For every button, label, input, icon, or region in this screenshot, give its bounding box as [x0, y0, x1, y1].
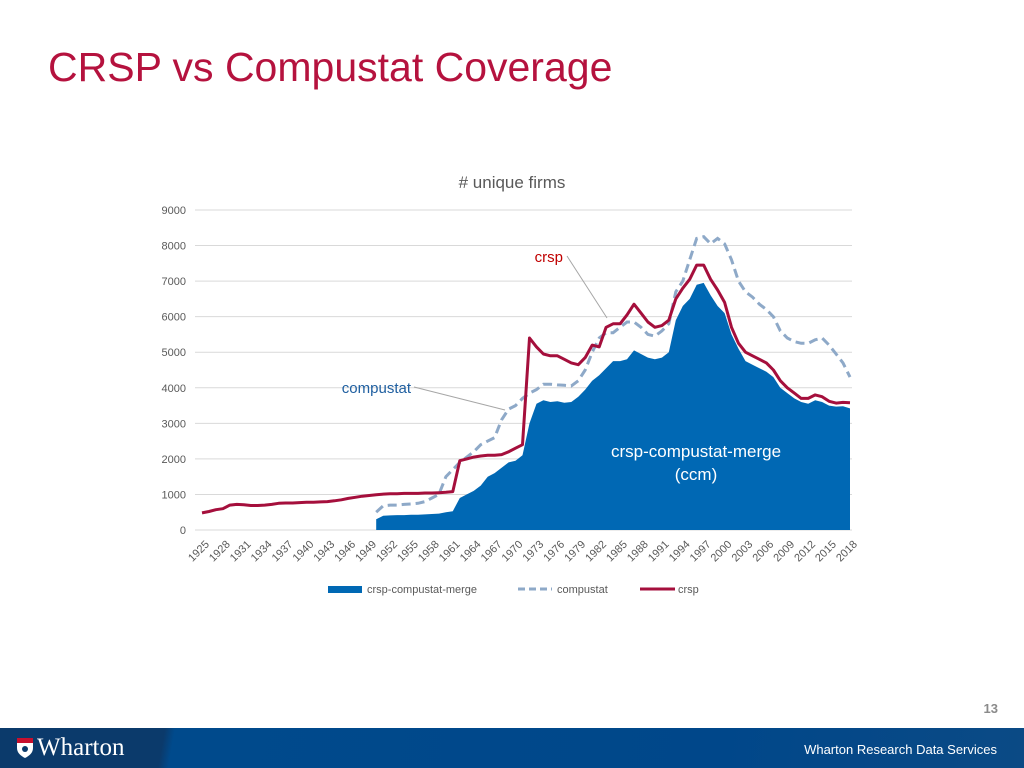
compustat-leader-line — [413, 386, 506, 411]
series-line-compustat — [375, 235, 852, 514]
x-tick-label: 1931 — [228, 539, 254, 565]
legend-label-ccm: crsp-compustat-merge — [367, 584, 477, 596]
x-tick-label: 1982 — [583, 539, 609, 565]
series-line-crsp — [201, 263, 851, 515]
footer-bar: Wharton Wharton Research Data Services — [0, 728, 1024, 768]
chart-title: # unique firms — [459, 173, 566, 192]
y-tick-label: 2000 — [162, 454, 186, 466]
x-tick-label: 2015 — [813, 539, 839, 565]
y-tick-label: 3000 — [162, 418, 186, 430]
x-tick-label: 1952 — [374, 539, 400, 565]
y-tick-label: 5000 — [162, 347, 186, 359]
crsp-annotation: crsp — [535, 249, 563, 266]
coverage-chart: # unique firms 0 1000 2000 3000 4000 5000 6000… — [162, 173, 860, 596]
x-tick-label: 2009 — [771, 539, 797, 565]
y-tick-label: 8000 — [162, 241, 186, 253]
y-tick-label: 9000 — [162, 205, 186, 217]
ccm-annotation-line2: (ccm) — [675, 465, 717, 484]
y-tick-label: 4000 — [162, 383, 186, 395]
page-number: 13 — [983, 701, 998, 716]
x-tick-label: 2003 — [730, 539, 756, 565]
x-tick-label: 1946 — [332, 539, 358, 565]
x-tick-label: 1961 — [437, 539, 463, 565]
x-tick-label: 1967 — [479, 539, 505, 565]
x-tick-label: 1940 — [291, 539, 317, 565]
x-tick-label: 1949 — [353, 539, 379, 565]
wharton-shield-logo — [17, 738, 33, 758]
x-tick-label: 2000 — [709, 539, 735, 565]
x-tick-label: 1937 — [270, 539, 296, 565]
x-tick-label: 1997 — [688, 539, 714, 565]
legend-label-crsp: crsp — [678, 584, 699, 596]
x-tick-label: 2012 — [792, 539, 818, 565]
y-tick-label: 7000 — [162, 276, 186, 288]
crsp-leader-line — [566, 255, 608, 319]
compustat-annotation: compustat — [342, 380, 412, 397]
x-tick-label: 1991 — [646, 539, 672, 565]
ccm-annotation-line1: crsp-compustat-merge — [611, 442, 781, 461]
legend-swatch-ccm — [328, 586, 362, 593]
x-tick-label: 1958 — [416, 539, 442, 565]
series-area-ccm — [376, 282, 850, 530]
y-tick-label: 0 — [180, 525, 186, 537]
x-tick-label: 1979 — [562, 539, 588, 565]
x-tick-label: 1976 — [541, 539, 567, 565]
footer-text: Wharton Research Data Services — [804, 742, 997, 757]
legend-label-compustat: compustat — [557, 584, 608, 596]
x-tick-label: 2018 — [834, 539, 860, 565]
x-tick-label: 1943 — [312, 539, 338, 565]
x-tick-label: 1964 — [458, 539, 484, 565]
x-tick-label: 1994 — [667, 539, 693, 565]
x-tick-label: 1955 — [395, 539, 421, 565]
x-tick-label: 1970 — [500, 539, 526, 565]
y-tick-label: 1000 — [162, 489, 186, 501]
x-tick-label: 1925 — [186, 539, 212, 565]
y-tick-label: 6000 — [162, 312, 186, 324]
x-tick-label: 1928 — [207, 539, 233, 565]
x-tick-label: 1985 — [604, 539, 630, 565]
x-tick-label: 1988 — [625, 539, 651, 565]
x-tick-label: 2006 — [750, 539, 776, 565]
x-tick-label: 1934 — [249, 539, 275, 565]
wharton-logo-text: Wharton — [37, 734, 125, 761]
slide-title: CRSP vs Compustat Coverage — [48, 44, 613, 90]
x-tick-label: 1973 — [521, 539, 547, 565]
